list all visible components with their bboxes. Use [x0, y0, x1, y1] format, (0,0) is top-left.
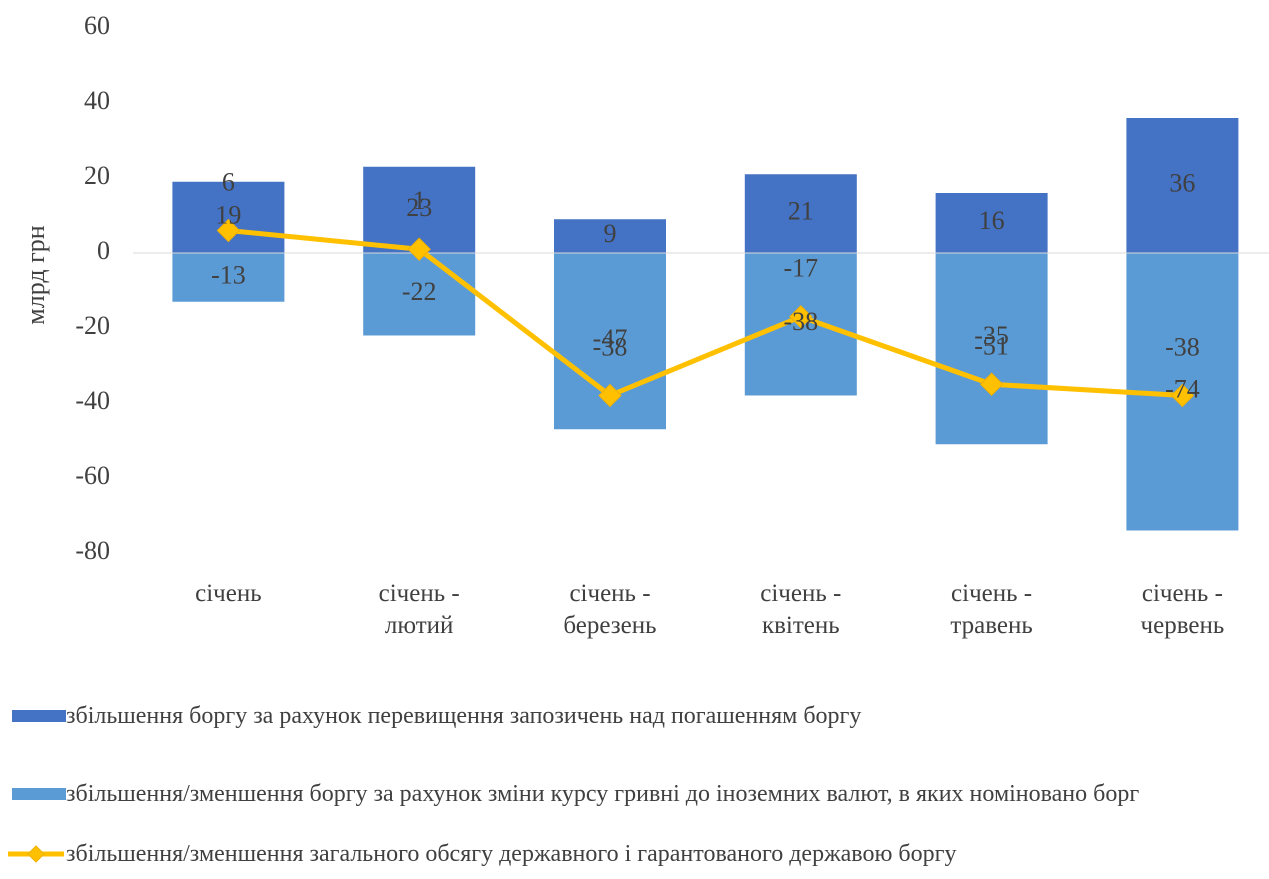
bar [363, 253, 476, 336]
data-label: -22 [402, 277, 437, 306]
x-tick-label: січень [195, 580, 262, 607]
bar [554, 219, 666, 253]
y-tick-label: 20 [84, 161, 110, 190]
x-tick-label: січень - травень [950, 580, 1033, 639]
line-marker [789, 305, 813, 329]
x-tick-label: січень - березень [563, 580, 657, 639]
y-tick-label: -40 [75, 386, 110, 415]
legend-swatch [8, 845, 64, 863]
x-tick-label: січень - червень [1140, 580, 1225, 639]
data-label: -13 [211, 260, 246, 289]
line-marker [979, 372, 1004, 396]
legend-label: збільшення/зменшення загального обсягу д… [66, 841, 957, 867]
legend-item: збільшення/зменшення загального обсягу д… [0, 838, 1269, 879]
data-label: -47 [593, 324, 628, 353]
legend-rect [12, 710, 66, 722]
data-label: 23 [406, 193, 432, 222]
x-tick-label: січень - лютий [378, 580, 460, 639]
line [228, 228, 1183, 398]
bar [935, 193, 1048, 253]
data-label: 36 [1169, 168, 1195, 197]
data-label: -17 [783, 254, 818, 283]
legend-swatch [12, 710, 66, 722]
line-marker [407, 237, 431, 261]
data-label: -35 [974, 321, 1009, 350]
bar [172, 253, 285, 302]
data-label: -38 [593, 332, 628, 361]
data-label: -51 [974, 332, 1009, 361]
data-label: 9 [604, 219, 617, 248]
legend-label: збільшення боргу за рахунок перевищення … [66, 703, 862, 729]
legend-marker [27, 845, 45, 863]
x-tick-label: січень - квітень [760, 580, 842, 639]
y-tick-label: -60 [75, 461, 110, 490]
legend-swatch [12, 788, 66, 800]
legend-item: збільшення/зменшення боргу за рахунок зм… [0, 778, 1269, 848]
line-marker [1170, 383, 1195, 408]
y-tick-label: 40 [84, 86, 110, 115]
data-label: -74 [1165, 375, 1200, 404]
y-tick-label: -20 [75, 311, 110, 340]
legend-label: збільшення/зменшення боргу за рахунок зм… [66, 781, 1140, 807]
data-label: 16 [979, 206, 1005, 235]
legend-item: збільшення боргу за рахунок перевищення … [0, 700, 1269, 770]
data-label: 19 [215, 200, 241, 229]
y-tick-label: 60 [84, 11, 110, 40]
legend-rect [12, 788, 66, 800]
y-tick-label: -80 [75, 536, 110, 565]
data-label: 6 [222, 167, 235, 196]
line-marker [216, 218, 241, 243]
bar [744, 174, 857, 253]
bar [935, 253, 1048, 445]
y-axis-label: млрд грн [21, 225, 50, 324]
bar [1126, 118, 1239, 253]
data-label: 1 [413, 186, 426, 215]
data-label: -38 [1165, 332, 1200, 361]
line-marker [598, 383, 622, 408]
data-label: -38 [783, 307, 818, 336]
data-label: 21 [788, 197, 814, 226]
y-tick-label: 0 [97, 236, 110, 265]
